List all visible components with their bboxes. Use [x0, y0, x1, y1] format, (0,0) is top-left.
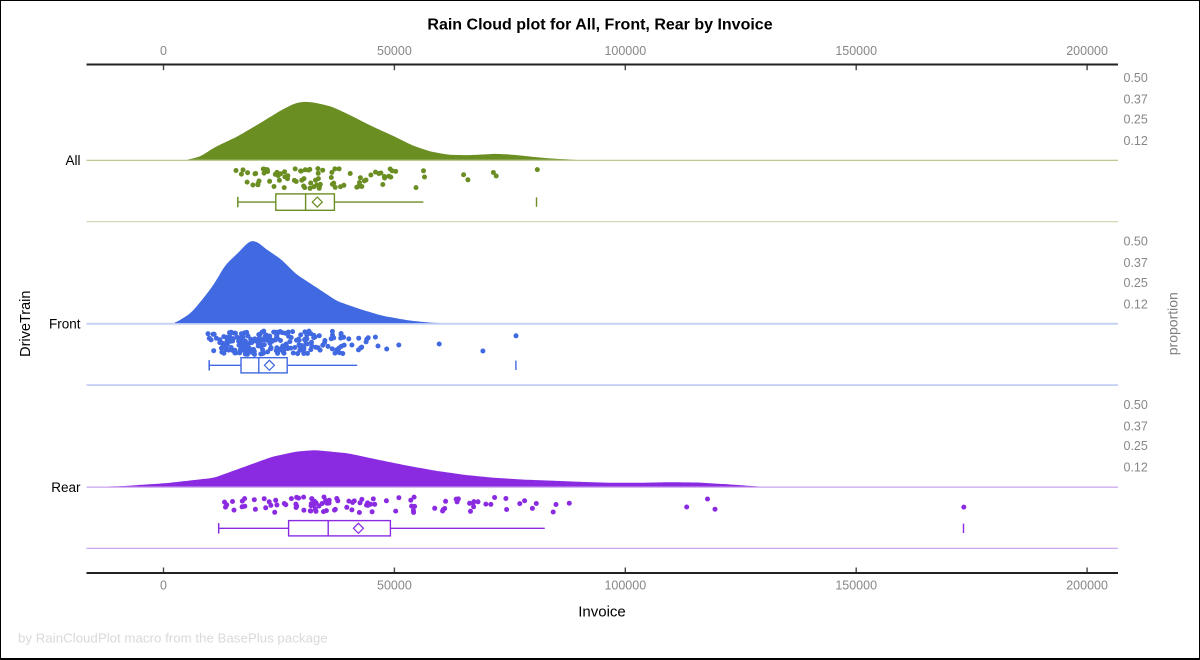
svg-text:0.25: 0.25 — [1124, 276, 1148, 290]
svg-text:200000: 200000 — [1066, 579, 1108, 593]
svg-text:0.37: 0.37 — [1124, 256, 1148, 270]
svg-text:50000: 50000 — [377, 579, 412, 593]
svg-text:100000: 100000 — [604, 579, 646, 593]
svg-text:Invoice: Invoice — [578, 604, 626, 621]
svg-text:0.50: 0.50 — [1124, 71, 1148, 85]
svg-text:Rear: Rear — [51, 480, 81, 495]
svg-text:100000: 100000 — [604, 44, 646, 58]
svg-text:0.25: 0.25 — [1124, 439, 1148, 453]
svg-text:150000: 150000 — [835, 579, 877, 593]
svg-text:0.50: 0.50 — [1124, 398, 1148, 412]
svg-text:0.25: 0.25 — [1124, 113, 1148, 127]
svg-text:150000: 150000 — [835, 44, 877, 58]
svg-text:Front: Front — [49, 317, 81, 332]
svg-text:0: 0 — [160, 579, 167, 593]
svg-text:0.12: 0.12 — [1124, 134, 1148, 148]
svg-text:0.37: 0.37 — [1124, 93, 1148, 107]
svg-text:0.12: 0.12 — [1124, 461, 1148, 475]
svg-text:0.12: 0.12 — [1124, 297, 1148, 311]
svg-text:0: 0 — [160, 44, 167, 58]
svg-text:50000: 50000 — [377, 44, 412, 58]
svg-text:0.50: 0.50 — [1124, 235, 1148, 249]
svg-text:0.37: 0.37 — [1124, 419, 1148, 433]
svg-text:All: All — [65, 153, 80, 168]
svg-text:DriveTrain: DriveTrain — [18, 291, 34, 357]
svg-text:200000: 200000 — [1066, 44, 1108, 58]
svg-text:by RainCloudPlot macro from th: by RainCloudPlot macro from the BasePlus… — [18, 631, 328, 646]
svg-text:proportion: proportion — [1165, 292, 1181, 355]
svg-text:Rain Cloud plot for All, Front: Rain Cloud plot for All, Front, Rear by … — [427, 17, 772, 34]
